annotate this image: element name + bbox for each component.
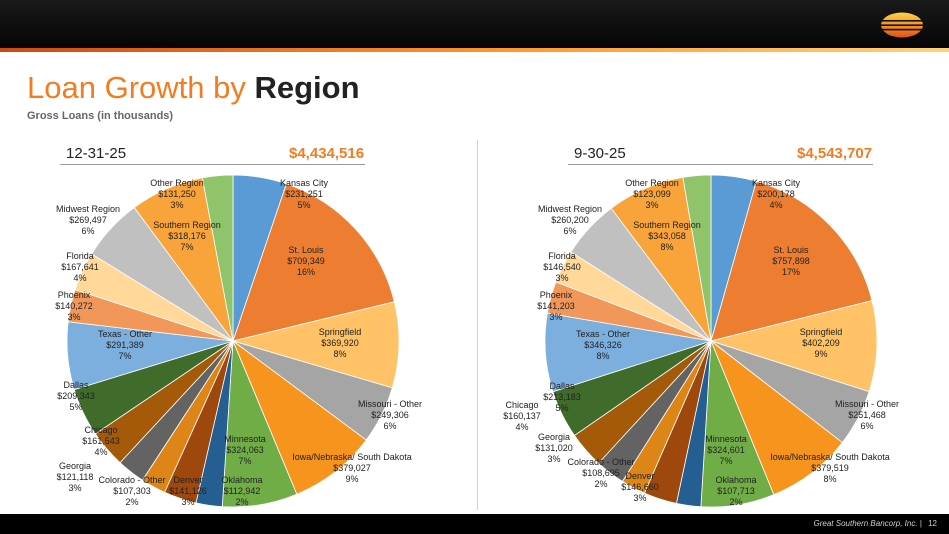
chart-1-rule <box>60 164 365 165</box>
pie-2-label-4: Missouri - Other $251,468 6% <box>835 399 899 431</box>
pie-2-label-7: Oklahoma $107,713 2% <box>715 475 756 507</box>
pie-1-label-6: Minnesota $324,063 7% <box>224 434 266 466</box>
pie-1-slice-2 <box>232 183 395 342</box>
pie-1-label-1: Kansas City $231,251 5% <box>280 178 329 210</box>
title-text: Loan Growth by <box>27 70 246 105</box>
pie-1-slice-5 <box>232 339 367 495</box>
chart-2-total: $4,543,707 <box>797 145 873 162</box>
pie-1-label-13: Texas - Other $291,389 7% <box>98 329 152 361</box>
pie-1-label-5: Iowa/Nebraska/ South Dakota $379,027 9% <box>292 452 412 484</box>
header-accent-line <box>0 48 949 52</box>
pie-2-label-8: Denver $146,660 3% <box>621 471 659 503</box>
pie-2-slice-3 <box>709 300 878 393</box>
pie-2-label-9: Colorado - Other $108,695 2% <box>567 457 634 489</box>
pie-2-slice-5 <box>710 339 843 496</box>
pie-2-label-2: St. Louis $757,898 17% <box>772 245 810 277</box>
pie-2-label-3: Springfield $402,209 9% <box>800 327 843 359</box>
chart-1-date: 12-31-25 <box>66 145 127 162</box>
pie-1-label-2: St. Louis $709,349 16% <box>287 245 325 277</box>
pie-2-label-10: Georgia $131,020 3% <box>535 432 573 464</box>
pie-1-label-9: Colorado - Other $107,303 2% <box>98 475 165 507</box>
footer-company: Great Southern Bancorp, Inc. <box>813 519 918 528</box>
pie-2-label-13: Texas - Other $346,326 8% <box>576 329 630 361</box>
pie-2-label-11: Chicago $160,137 4% <box>503 400 541 432</box>
pie-1-label-18: Other Region $131,250 3% <box>150 178 204 210</box>
pie-2-label-6: Minnesota $324,601 7% <box>705 434 747 466</box>
pie-2-label-5: Iowa/Nebraska/ South Dakota $379,519 8% <box>770 452 890 484</box>
pie-1-label-11: Chicago $161,543 4% <box>82 425 120 457</box>
company-logo-icon <box>880 12 924 38</box>
pie-1-label-10: Georgia $121,118 3% <box>57 461 94 493</box>
pie-2-label-14: Phoenix $141,203 3% <box>537 290 575 322</box>
pie-2-label-17: Southern Region $343,058 8% <box>633 220 701 252</box>
header-bar <box>0 0 949 48</box>
pie-1-label-17: Southern Region $318,176 7% <box>153 220 221 252</box>
pie-1-slice-18 <box>201 174 234 342</box>
title-emphasis: Region <box>254 70 360 105</box>
chart-2-date: 9-30-25 <box>574 145 626 162</box>
page-title: Loan Growth by Region <box>27 70 360 106</box>
footer-text: Great Southern Bancorp, Inc. | 12 <box>813 519 938 528</box>
footer-bar <box>0 514 949 534</box>
pie-2-label-18: Other Region $123,099 3% <box>625 178 679 210</box>
pie-1-label-12: Dallas $209,343 5% <box>57 380 95 412</box>
pie-1-label-7: Oklahoma $112,942 2% <box>221 475 262 507</box>
page-number: 12 <box>928 519 937 528</box>
pie-2-label-12: Dallas $213,183 5% <box>543 381 581 413</box>
pie-1-label-4: Missouri - Other $249,306 6% <box>358 399 422 431</box>
pie-1-label-14: Phoenix $140,272 3% <box>55 290 93 322</box>
pie-2-slice-18 <box>682 174 712 342</box>
pie-1-label-3: Springfield $369,920 8% <box>319 327 362 359</box>
pie-1-label-16: Midwest Region $269,497 6% <box>56 204 120 236</box>
pie-1-label-15: Florida $167,641 4% <box>61 251 99 283</box>
column-divider <box>477 140 478 510</box>
chart-1-total: $4,434,516 <box>289 145 365 162</box>
pie-1-label-8: Denver $141,126 3% <box>169 475 207 507</box>
page-subtitle: Gross Loans (in thousands) <box>27 110 174 122</box>
pie-2-label-15: Florida $146,540 3% <box>543 251 581 283</box>
chart-2-rule <box>568 164 873 165</box>
pie-2-slice-2 <box>710 180 873 342</box>
pie-1-slice-3 <box>231 301 400 389</box>
pie-2-label-16: Midwest Region $260,200 6% <box>538 204 602 236</box>
pie-2-label-1: Kansas City $200,178 4% <box>752 178 801 210</box>
